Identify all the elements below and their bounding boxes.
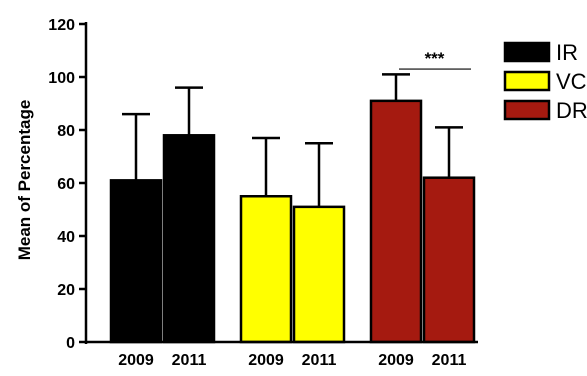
- legend-swatch-vc: [503, 70, 551, 92]
- x-category-label: 2009: [248, 352, 284, 369]
- bar-dr-2011: [422, 176, 476, 344]
- y-axis-label: Mean of Percentage: [15, 100, 34, 261]
- legend-label-ir: IR: [556, 40, 578, 65]
- legend-swatch-dr: [503, 99, 551, 121]
- legend-swatch-ir: [503, 41, 551, 63]
- axis-labels: 0 20 40 60 80 100 120 2009 2011 2009 2011 2009 2011: [48, 17, 466, 369]
- y-tick-label: 80: [57, 123, 75, 140]
- significance-marker: ***: [425, 49, 445, 68]
- annotations: ***: [399, 49, 471, 70]
- x-category-label: 2009: [378, 352, 414, 369]
- bar-dr-2009: [369, 99, 423, 344]
- x-category-label: 2011: [432, 352, 467, 369]
- x-category-label: 2011: [302, 352, 337, 369]
- y-tick-label: 0: [66, 335, 75, 352]
- x-category-label: 2009: [118, 352, 154, 369]
- error-bars-layer: [122, 73, 463, 207]
- bar-vc-2009: [239, 195, 293, 344]
- y-tick-label: 40: [57, 229, 75, 246]
- bar-ir-2011: [162, 134, 216, 344]
- bar-vc-2011: [292, 205, 346, 344]
- y-tick-label: 100: [48, 70, 75, 87]
- y-tick-label: 120: [48, 17, 75, 34]
- bars-layer: [109, 99, 476, 344]
- legend-label-dr: DR: [556, 98, 587, 123]
- y-tick-label: 20: [57, 282, 75, 299]
- legend-label-vc: VC: [556, 69, 587, 94]
- axes: [79, 22, 478, 344]
- bar-ir-2009: [109, 179, 163, 344]
- x-category-label: 2011: [172, 352, 207, 369]
- y-tick-label: 60: [57, 176, 75, 193]
- legend: IR VC DR: [503, 40, 587, 123]
